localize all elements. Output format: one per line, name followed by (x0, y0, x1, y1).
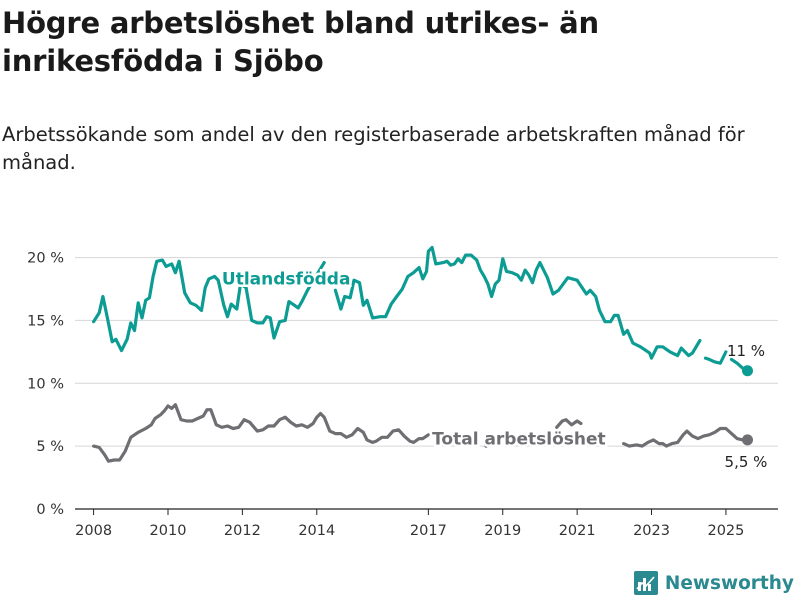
y-tick-label: 0 % (36, 502, 64, 518)
x-tick-label: 2012 (224, 523, 261, 539)
series-end-value-label: 5,5 % (725, 453, 768, 471)
grid-lines (75, 257, 778, 510)
x-tick-label: 2019 (484, 523, 521, 539)
series-end-value-label: 11 % (727, 342, 765, 360)
x-tick-label: 2025 (707, 523, 744, 539)
y-tick-label: 10 % (27, 376, 64, 392)
series-line-total-arbetsl-shet (92, 403, 430, 463)
chart-title: Högre arbetslöshet bland utrikes- än inr… (2, 6, 599, 78)
chart-subtitle: Arbetssökande som andel av den registerb… (2, 123, 745, 174)
x-tick-label: 2017 (410, 523, 447, 539)
series-end-dot-total-arbetsl-shet (741, 434, 753, 446)
series-name-label: Utlandsfödda (222, 270, 351, 290)
x-tick-label: 2008 (75, 523, 112, 539)
newsworthy-logo-icon (633, 571, 658, 595)
brand-name: Newsworthy (664, 572, 794, 594)
series-end-dot-utlandsf-dda (741, 365, 753, 377)
x-tick-label: 2010 (150, 523, 187, 539)
y-tick-label: 15 % (27, 313, 64, 329)
series-line-utlandsf-dda (92, 258, 326, 353)
series-labels: Utlandsfödda Total arbetslöshet 11 % 5,5 % (219, 267, 769, 473)
series-line-total-arbetsl-shet (555, 418, 583, 429)
y-axis: 0 % 5 % 10 % 15 % 20 % (27, 251, 64, 518)
x-tick-label: 2023 (633, 523, 670, 539)
series-line-total-arbetsl-shet (622, 426, 750, 448)
series-name-label: Total arbetslöshet (432, 430, 606, 450)
series-lines (92, 245, 753, 463)
brand-logo-group[interactable]: Newsworthy (633, 568, 794, 598)
x-tick-label: 2014 (298, 523, 335, 539)
series-line-utlandsf-dda (333, 245, 702, 360)
x-tick-label: 2021 (559, 523, 596, 539)
y-tick-label: 5 % (36, 439, 64, 455)
series-line-total-arbetsl-shet (484, 443, 490, 448)
y-tick-label: 20 % (27, 251, 64, 267)
series-line-utlandsf-dda (703, 350, 728, 365)
x-axis: 2008 2010 2012 2014 2017 2019 2021 2023 2025 (75, 509, 744, 539)
